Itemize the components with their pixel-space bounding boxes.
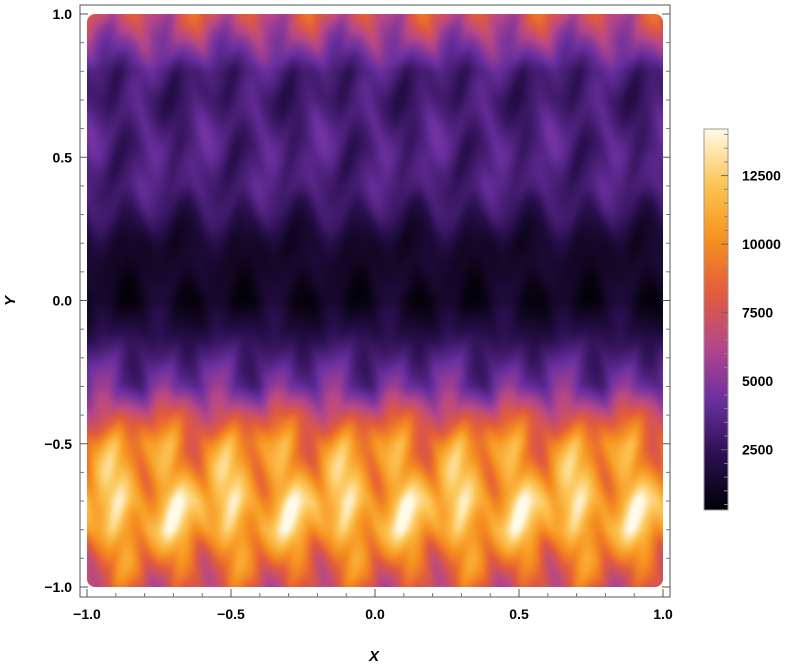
y-tick-label: −0.5	[44, 436, 72, 452]
y-tick-label: 0.0	[53, 293, 73, 309]
colorbar-tick-label: 12500	[742, 168, 781, 184]
y-axis-ticks: 1.0 0.5 0.0 −0.5 −1.0	[44, 6, 670, 595]
colorbar-tick-label: 10000	[742, 236, 781, 252]
y-tick-label: −1.0	[44, 579, 72, 595]
x-tick-label: 0.5	[509, 606, 529, 622]
y-axis-title: Y	[2, 294, 19, 306]
heatmap-field	[87, 14, 663, 587]
x-axis-ticks: −1.0 −0.5 0.0 0.5 1.0	[73, 589, 673, 622]
colorbar-tick-label: 7500	[742, 305, 773, 321]
y-tick-label: 1.0	[53, 6, 73, 22]
colorbar-ticks: 2500 5000 7500 10000 12500	[721, 133, 781, 506]
x-tick-label: 0.0	[365, 606, 385, 622]
colorbar	[703, 128, 729, 511]
colorbar-tick-label: 5000	[742, 373, 773, 389]
x-tick-label: −1.0	[73, 606, 101, 622]
x-tick-label: 1.0	[653, 606, 673, 622]
x-tick-label: −0.5	[217, 606, 245, 622]
colorbar-tick-label: 2500	[742, 442, 773, 458]
y-tick-label: 0.5	[53, 149, 73, 165]
x-axis-title: X	[368, 648, 380, 665]
